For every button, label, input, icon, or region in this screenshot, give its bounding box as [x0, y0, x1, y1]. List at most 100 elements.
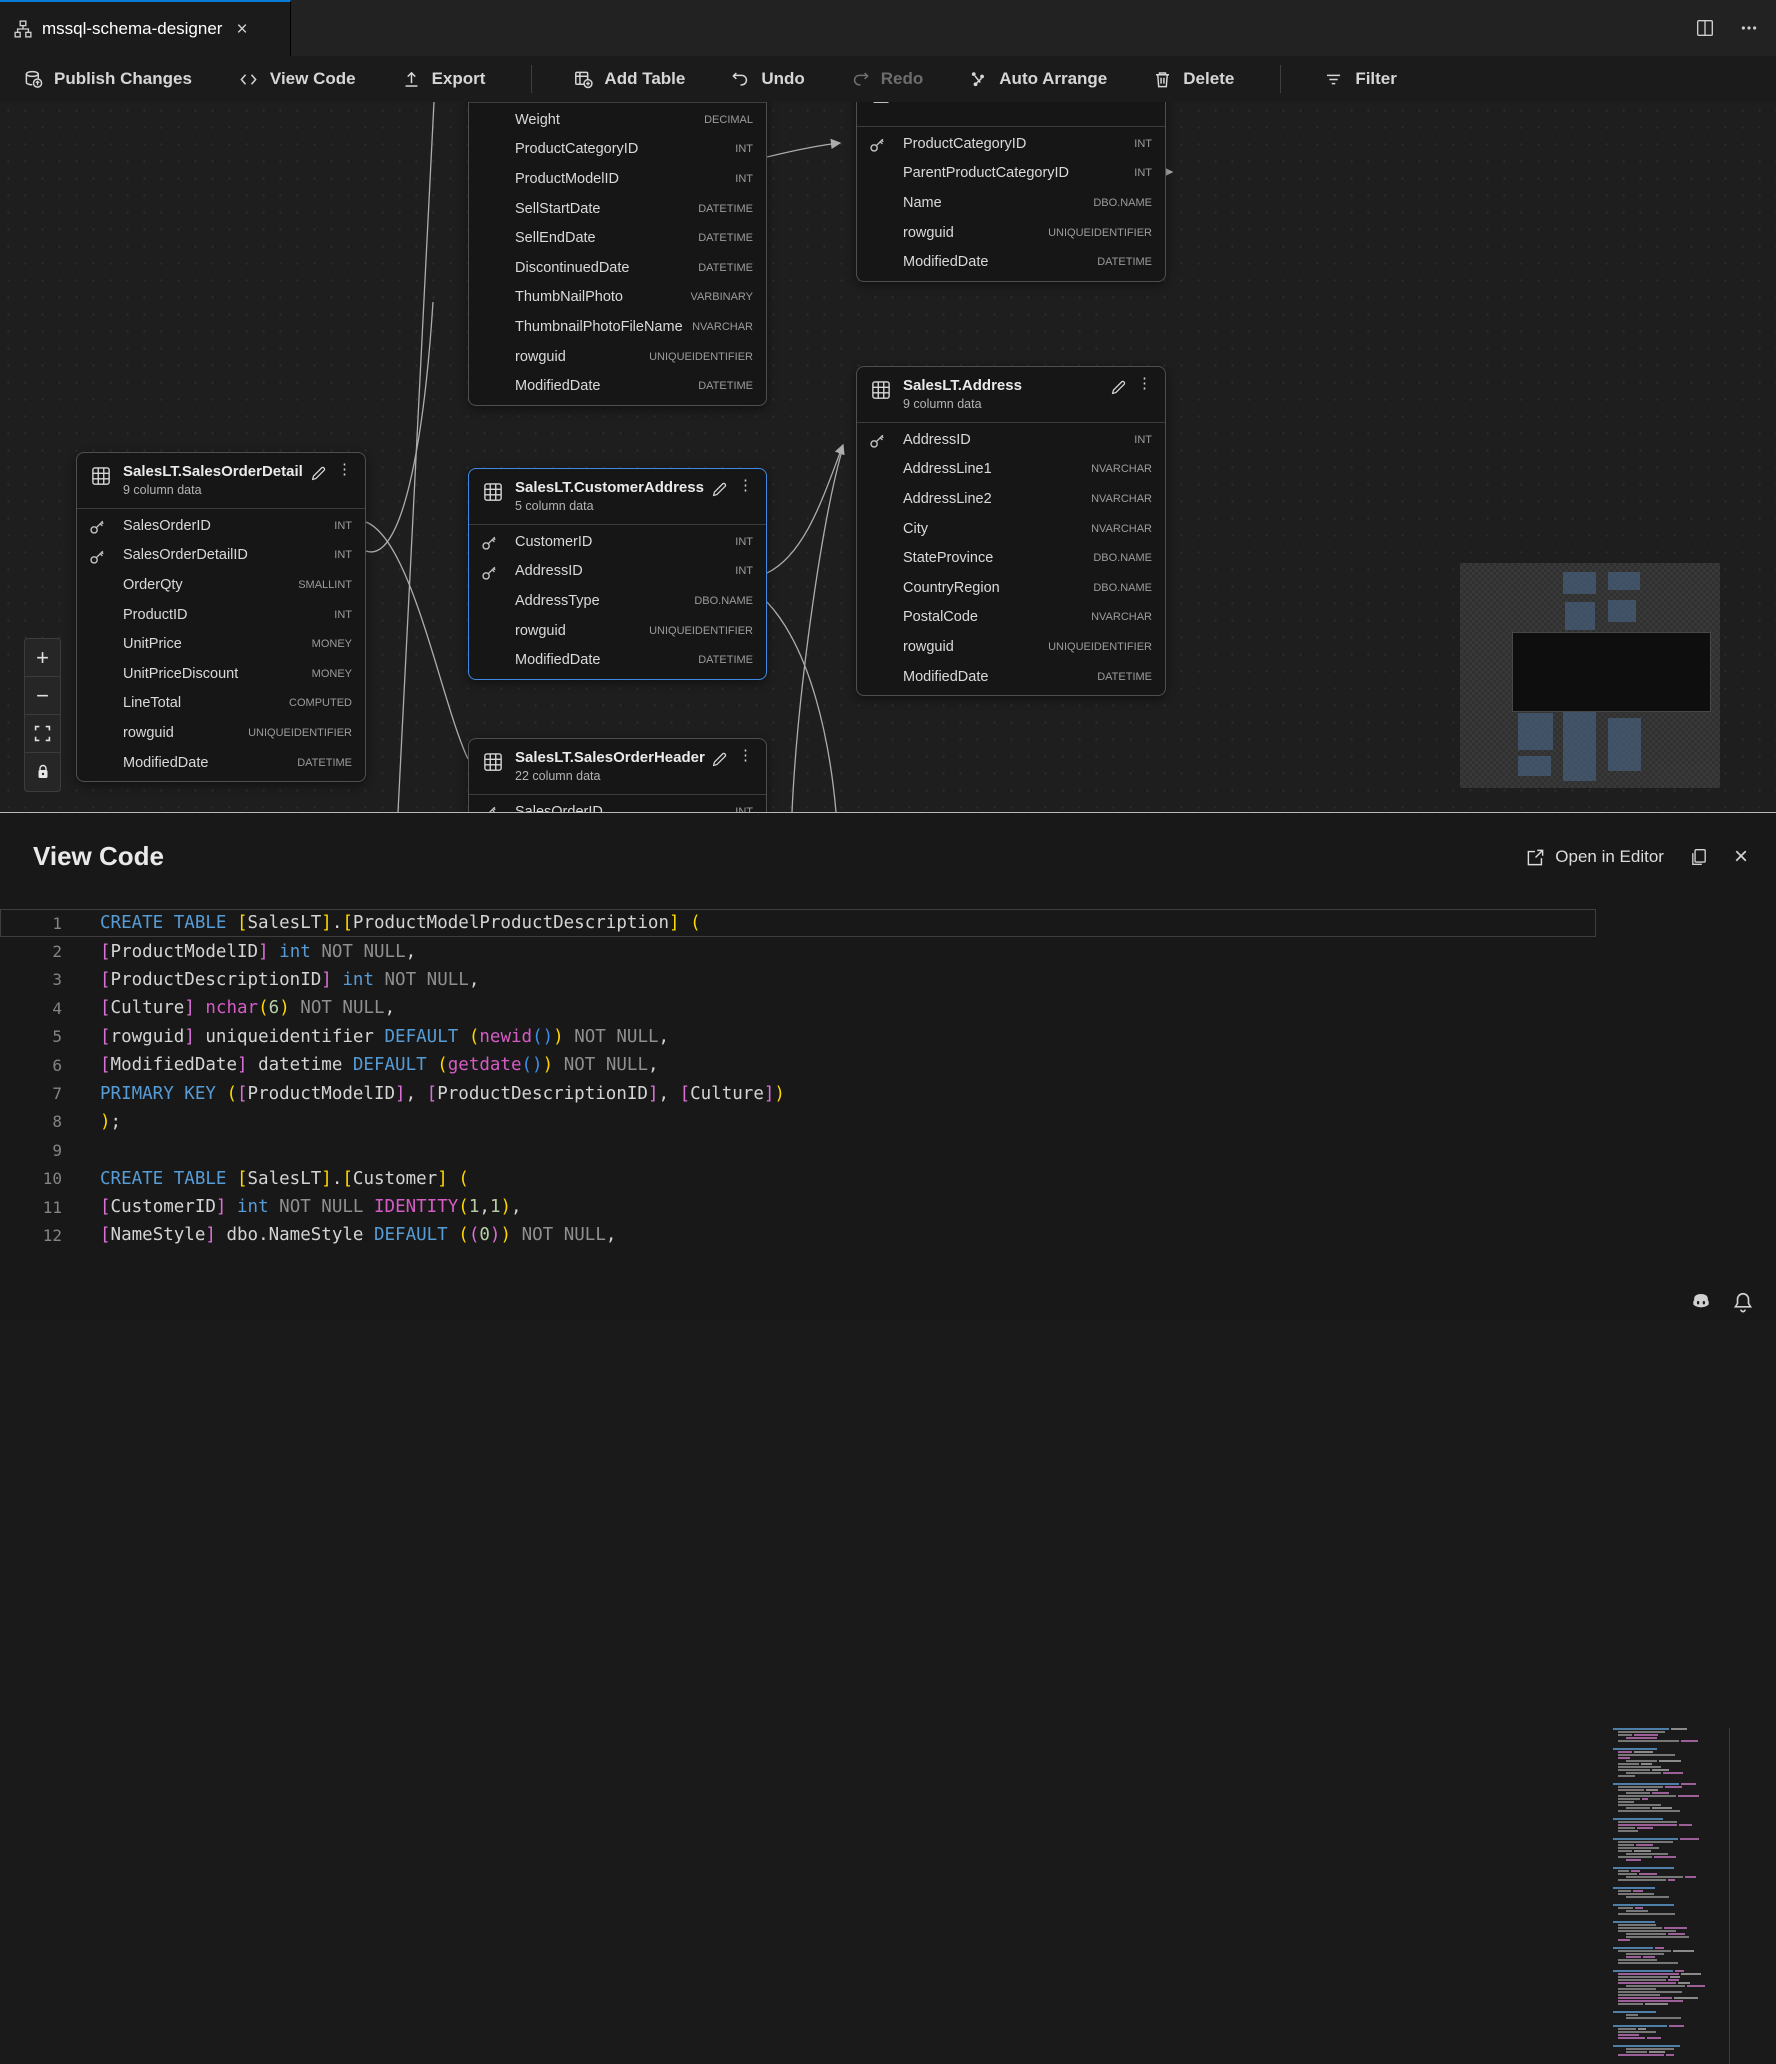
column-row[interactable]: UnitPriceDiscount MONEY	[77, 659, 365, 689]
column-row[interactable]: ProductCategoryID INT	[857, 129, 1165, 159]
toolbar-undo-button[interactable]: Undo	[731, 69, 804, 89]
column-row[interactable]: ProductID INT	[77, 600, 365, 630]
undo-icon	[731, 70, 750, 89]
table-menu-icon[interactable]: ⋮	[738, 748, 753, 765]
table-card-productcategory[interactable]: 5 column data ⋮ ProductCategoryID INT Pa…	[856, 102, 1166, 282]
column-row[interactable]: rowguid UNIQUEIDENTIFIER	[77, 718, 365, 748]
column-row[interactable]: CountryRegion DBO.NAME	[857, 573, 1165, 603]
code-line-5[interactable]: 5[rowguid] uniqueidentifier DEFAULT (new…	[0, 1023, 1596, 1051]
column-row[interactable]: AddressType DBO.NAME	[469, 586, 766, 616]
table-card-customeraddress[interactable]: SalesLT.CustomerAddress 5 column data ⋮ …	[468, 468, 767, 680]
copy-code-icon[interactable]	[1690, 847, 1708, 867]
split-editor-icon[interactable]	[1696, 19, 1714, 37]
table-card-address[interactable]: SalesLT.Address 9 column data ⋮ AddressI…	[856, 366, 1166, 696]
column-row[interactable]: AddressLine1 NVARCHAR	[857, 455, 1165, 485]
column-row[interactable]: OrderQty SMALLINT	[77, 570, 365, 600]
minimap-viewport[interactable]	[1512, 632, 1711, 712]
column-row[interactable]: ThumbNailPhoto VARBINARY	[469, 283, 766, 313]
column-row[interactable]: LineTotal COMPUTED	[77, 689, 365, 719]
filter-icon	[1323, 70, 1344, 89]
toolbar-publish-button[interactable]: Publish Changes	[24, 69, 192, 89]
edit-table-icon[interactable]	[711, 751, 728, 768]
tab-close-icon[interactable]: ×	[236, 20, 247, 39]
column-row[interactable]: ModifiedDate DATETIME	[857, 662, 1165, 692]
primary-key-icon	[89, 518, 106, 535]
code-line-9[interactable]: 9	[0, 1136, 1596, 1164]
column-row[interactable]: Name DBO.NAME	[857, 188, 1165, 218]
column-row[interactable]: rowguid UNIQUEIDENTIFIER	[857, 218, 1165, 248]
close-panel-icon[interactable]: ×	[1734, 845, 1748, 869]
zoom-out-button[interactable]: −	[25, 677, 60, 715]
edit-table-icon[interactable]	[310, 465, 327, 482]
code-line-12[interactable]: 12[NameStyle] dbo.NameStyle DEFAULT ((0)…	[0, 1221, 1596, 1249]
zoom-in-button[interactable]: +	[25, 639, 60, 677]
tab-mssql-schema-designer[interactable]: mssql-schema-designer ×	[0, 0, 291, 56]
column-row[interactable]: AddressID INT	[857, 425, 1165, 455]
table-menu-icon[interactable]: ⋮	[337, 462, 352, 479]
toolbar-filter-button[interactable]: Filter	[1323, 69, 1397, 89]
toolbar-arrange-button[interactable]: Auto Arrange	[969, 69, 1107, 89]
table-card-salesorderdetail[interactable]: SalesLT.SalesOrderDetail 9 column data ⋮…	[76, 452, 366, 782]
code-minimap[interactable]	[1613, 1728, 1727, 2064]
notifications-bell-icon[interactable]	[1732, 1291, 1754, 1313]
table-menu-icon[interactable]: ⋮	[1137, 376, 1152, 393]
edit-table-icon[interactable]	[711, 481, 728, 498]
column-row[interactable]: AddressID INT	[469, 557, 766, 587]
copilot-icon[interactable]	[1690, 1291, 1712, 1313]
toolbar-delete-button[interactable]: Delete	[1153, 69, 1234, 89]
table-menu-icon[interactable]: ⋮	[738, 478, 753, 495]
column-row[interactable]: rowguid UNIQUEIDENTIFIER	[469, 342, 766, 372]
canvas-minimap[interactable]	[1460, 563, 1720, 788]
toolbar-export-button[interactable]: Export	[402, 69, 486, 89]
column-row[interactable]: CustomerID INT	[469, 527, 766, 557]
table-card-product[interactable]: ⋮ Weight DECIMAL ProductCategoryID INT P…	[468, 102, 767, 406]
more-actions-icon[interactable]	[1740, 19, 1758, 37]
column-row[interactable]: StateProvince DBO.NAME	[857, 543, 1165, 573]
table-icon	[871, 102, 891, 104]
code-line-4[interactable]: 4[Culture] nchar(6) NOT NULL,	[0, 994, 1596, 1022]
fit-view-button[interactable]	[25, 715, 60, 753]
column-row[interactable]: SellEndDate DATETIME	[469, 223, 766, 253]
column-row[interactable]: PostalCode NVARCHAR	[857, 603, 1165, 633]
column-row[interactable]: Weight DECIMAL	[469, 105, 766, 135]
zoom-controls: +−	[24, 638, 61, 792]
column-row[interactable]: DiscontinuedDate DATETIME	[469, 253, 766, 283]
tab-title: mssql-schema-designer	[42, 19, 222, 39]
column-row[interactable]: SalesOrderDetailID INT	[77, 541, 365, 571]
column-row[interactable]: AddressLine2 NVARCHAR	[857, 484, 1165, 514]
column-row[interactable]: rowguid UNIQUEIDENTIFIER	[857, 632, 1165, 662]
toolbar-addtable-button[interactable]: Add Table	[574, 69, 685, 89]
column-row[interactable]: SellStartDate DATETIME	[469, 194, 766, 224]
column-row[interactable]: ModifiedDate DATETIME	[857, 247, 1165, 277]
schema-hierarchy-icon	[14, 20, 32, 38]
table-icon	[483, 752, 503, 772]
edit-table-icon[interactable]	[1110, 379, 1127, 396]
code-line-8[interactable]: 8);	[0, 1108, 1596, 1136]
toolbar-viewcode-button[interactable]: View Code	[238, 69, 356, 89]
column-row[interactable]: SalesOrderID INT	[469, 797, 766, 812]
code-line-6[interactable]: 6[ModifiedDate] datetime DEFAULT (getdat…	[0, 1051, 1596, 1079]
lock-button[interactable]	[25, 753, 60, 791]
column-row[interactable]: rowguid UNIQUEIDENTIFIER	[469, 616, 766, 646]
column-row[interactable]: ThumbnailPhotoFileName NVARCHAR	[469, 312, 766, 342]
column-row[interactable]: ModifiedDate DATETIME	[77, 748, 365, 778]
column-row[interactable]: City NVARCHAR	[857, 514, 1165, 544]
column-row[interactable]: ModifiedDate DATETIME	[469, 371, 766, 401]
code-line-3[interactable]: 3[ProductDescriptionID] int NOT NULL,	[0, 966, 1596, 994]
schema-canvas[interactable]: ⋮ Weight DECIMAL ProductCategoryID INT P…	[0, 102, 1776, 812]
column-row[interactable]: UnitPrice MONEY	[77, 629, 365, 659]
column-row[interactable]: ModifiedDate DATETIME	[469, 645, 766, 675]
column-row[interactable]: ProductModelID INT	[469, 164, 766, 194]
column-row[interactable]: ProductCategoryID INT	[469, 135, 766, 165]
open-in-editor-button[interactable]: Open in Editor	[1526, 847, 1664, 867]
code-line-2[interactable]: 2[ProductModelID] int NOT NULL,	[0, 937, 1596, 965]
column-row[interactable]: ParentProductCategoryID INT	[857, 159, 1165, 189]
table-card-salesorderheader[interactable]: SalesLT.SalesOrderHeader 22 column data …	[468, 738, 767, 812]
column-row[interactable]: SalesOrderID INT	[77, 511, 365, 541]
code-line-11[interactable]: 11[CustomerID] int NOT NULL IDENTITY(1,1…	[0, 1193, 1596, 1221]
